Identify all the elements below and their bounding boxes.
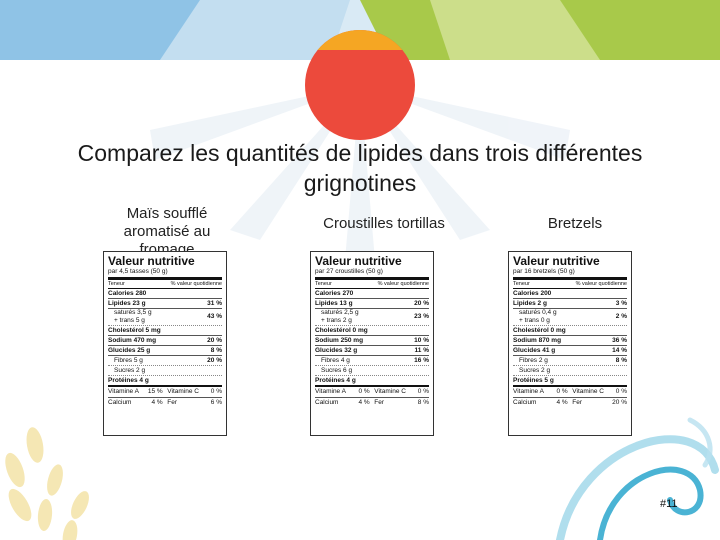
label-serving: par 27 croustilles (50 g) bbox=[315, 268, 429, 280]
label-title: Valeur nutritive bbox=[108, 254, 195, 268]
label-proteines: Protéines 4 g bbox=[108, 376, 222, 387]
label-cholesterol: Cholestérol 0 mg bbox=[513, 326, 627, 336]
label-cholesterol: Cholestérol 0 mg bbox=[315, 326, 429, 336]
label-satures-trans: saturés 3,5 g + trans 5 g 43 % bbox=[108, 309, 222, 326]
slide-title: Comparez les quantités de lipides dans t… bbox=[77, 140, 643, 196]
label-glucides: Glucides 32 g 11 % bbox=[315, 347, 429, 356]
label-sodium: Sodium 250 mg 10 % bbox=[315, 337, 429, 346]
label-header: Teneur% valeur quotidienne bbox=[513, 281, 627, 289]
label-glucides: Glucides 41 g 14 % bbox=[513, 347, 627, 356]
label-minerals: Calcium 4 % Fer 20 % bbox=[513, 399, 627, 406]
label-sucres: Sucres 2 g bbox=[108, 366, 222, 376]
product-caption-tortillas: Croustilles tortillas bbox=[323, 215, 445, 232]
swirl-icon bbox=[556, 417, 719, 540]
label-fibres: Fibres 4 g 16 % bbox=[315, 356, 429, 366]
pale-green-band bbox=[430, 0, 600, 60]
label-sodium: Sodium 470 mg 20 % bbox=[108, 337, 222, 346]
label-title: Valeur nutritive bbox=[315, 254, 402, 268]
label-sodium: Sodium 870 mg 36 % bbox=[513, 337, 627, 346]
label-serving: par 16 bretzels (50 g) bbox=[513, 268, 627, 280]
label-cholesterol: Cholestérol 5 mg bbox=[108, 326, 222, 336]
label-lipides: Lipides 13 g 20 % bbox=[315, 300, 429, 309]
product-caption-popcorn: Maïs soufflé aromatisé au fromage bbox=[123, 205, 211, 251]
nutrition-label-popcorn: Valeur nutritive par 4,5 tasses (50 g) T… bbox=[103, 251, 227, 436]
label-lipides: Lipides 23 g 31 % bbox=[108, 300, 222, 309]
label-calories: Calories 200 bbox=[513, 289, 627, 299]
label-proteines: Protéines 5 g bbox=[513, 376, 627, 387]
label-serving: par 4,5 tasses (50 g) bbox=[108, 268, 222, 280]
page-number: #11 bbox=[660, 498, 678, 510]
label-minerals: Calcium 4 % Fer 6 % bbox=[108, 399, 222, 406]
label-satures-trans: saturés 2,5 g + trans 2 g 23 % bbox=[315, 309, 429, 326]
label-calories: Calories 280 bbox=[108, 289, 222, 299]
label-sucres: Sucres 2 g bbox=[513, 366, 627, 376]
label-minerals: Calcium 4 % Fer 8 % bbox=[315, 399, 429, 406]
label-sucres: Sucres 6 g bbox=[315, 366, 429, 376]
label-proteines: Protéines 4 g bbox=[315, 376, 429, 387]
label-fibres: Fibres 5 g 20 % bbox=[108, 356, 222, 366]
label-header: Teneur% valeur quotidienne bbox=[108, 281, 222, 289]
label-calories: Calories 270 bbox=[315, 289, 429, 299]
nutrition-label-pretzels: Valeur nutritive par 16 bretzels (50 g) … bbox=[508, 251, 632, 436]
product-caption-pretzels: Bretzels bbox=[547, 215, 603, 232]
wheat-icon bbox=[5, 427, 89, 540]
nutrition-label-tortillas: Valeur nutritive par 27 croustilles (50 … bbox=[310, 251, 434, 436]
label-header: Teneur% valeur quotidienne bbox=[315, 281, 429, 289]
label-title: Valeur nutritive bbox=[513, 254, 600, 268]
